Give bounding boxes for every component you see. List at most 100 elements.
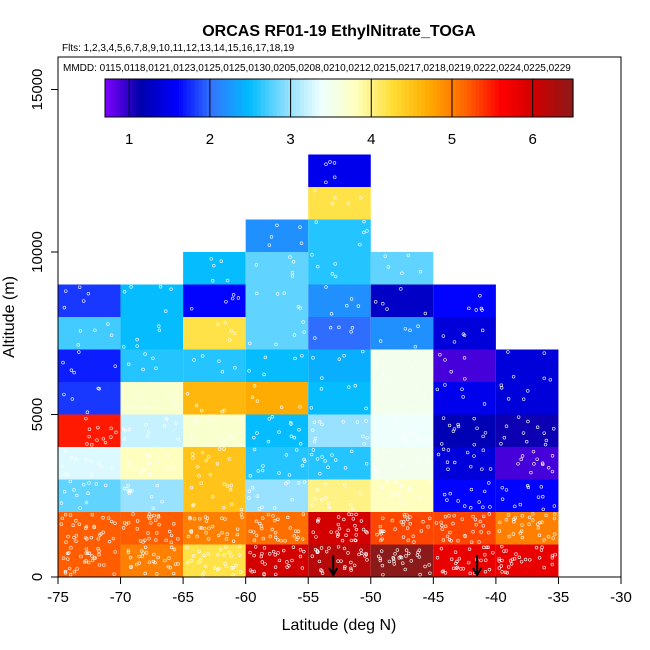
sample-point (351, 507, 355, 512)
sample-point (122, 486, 127, 491)
sample-point (320, 376, 324, 380)
sample-point (275, 292, 280, 296)
sample-point (316, 518, 320, 522)
sample-point (225, 532, 229, 536)
sample-point (328, 325, 333, 330)
sample-point (333, 175, 337, 179)
sample-point (320, 498, 324, 502)
sample-point (471, 514, 475, 519)
sample-point (79, 554, 83, 559)
sample-point (445, 534, 450, 538)
sample-point (154, 538, 158, 542)
sample-point (342, 546, 347, 551)
sample-point (276, 538, 280, 542)
sample-point (488, 505, 492, 509)
sample-point (376, 554, 381, 559)
sample-point (210, 279, 215, 283)
colorbar-segment (268, 79, 274, 117)
sample-point (539, 485, 544, 489)
sample-point (344, 533, 348, 538)
heatmap-cell (370, 447, 434, 480)
sample-point (101, 516, 105, 520)
sample-point (194, 403, 199, 408)
sample-point (110, 466, 114, 471)
sample-point (96, 537, 101, 541)
sample-point (436, 452, 441, 457)
sample-point (301, 320, 305, 324)
sample-point (223, 561, 227, 566)
sample-point (418, 371, 423, 376)
sample-point (208, 418, 212, 422)
sample-point (401, 561, 405, 565)
sample-point (467, 560, 471, 565)
sample-point (137, 554, 141, 559)
colorbar-tick-label: 4 (367, 131, 375, 148)
sample-point (527, 522, 531, 526)
sample-point (239, 507, 244, 512)
sample-point (84, 500, 89, 505)
sample-point (97, 387, 101, 391)
sample-point (109, 426, 113, 431)
sample-point (403, 429, 407, 433)
heatmap-cell (495, 447, 559, 480)
sample-point (360, 551, 364, 556)
sample-point (144, 422, 148, 427)
sample-point (499, 383, 503, 387)
sample-point (378, 556, 383, 561)
sample-point (351, 517, 356, 521)
sample-point (521, 431, 526, 435)
sample-point (84, 526, 88, 530)
x-tick-label: -75 (47, 589, 69, 606)
sample-point (286, 480, 290, 484)
colorbar-segment (284, 79, 289, 117)
sample-point (324, 162, 328, 166)
sample-point (315, 457, 320, 461)
sample-point (93, 556, 97, 560)
colorbar-segment (257, 79, 262, 117)
colorbar-segment (159, 79, 165, 117)
heatmap-cell (245, 447, 309, 480)
sample-point (112, 572, 116, 576)
sample-point (313, 188, 317, 193)
sample-point (303, 459, 307, 463)
colorbar-tick-label: 5 (448, 131, 456, 148)
sample-point (190, 307, 194, 311)
sample-point (337, 526, 342, 531)
sample-point (292, 534, 296, 538)
sample-point (445, 460, 450, 464)
sample-point (443, 515, 448, 519)
sample-point (127, 362, 131, 366)
sample-point (538, 520, 542, 525)
sample-point (409, 559, 413, 563)
sample-point (87, 427, 92, 431)
sample-point (92, 525, 96, 530)
sample-point (456, 539, 460, 543)
sample-point (86, 291, 91, 296)
sample-point (302, 480, 307, 484)
sample-point (256, 469, 261, 473)
sample-point (482, 489, 487, 494)
colorbar-segment (233, 79, 239, 117)
sample-point (126, 548, 131, 553)
sample-point (440, 527, 444, 531)
colorbar-segment (151, 79, 157, 117)
sample-point (78, 506, 82, 510)
sample-point (332, 161, 337, 165)
sample-point (82, 482, 86, 487)
sample-point (326, 501, 331, 506)
sample-point (301, 512, 305, 516)
sample-point (217, 433, 221, 437)
heatmap-cell (308, 219, 371, 252)
sample-point (421, 392, 425, 397)
sample-point (324, 180, 328, 185)
sample-point (438, 352, 442, 357)
sample-point (457, 556, 462, 561)
sample-point (481, 514, 486, 519)
sample-point (456, 499, 460, 503)
heatmap-cell (183, 544, 246, 577)
sample-point (311, 530, 315, 534)
sample-point (224, 545, 228, 549)
colorbar-segment (342, 79, 348, 117)
colorbar-segment (249, 79, 254, 117)
sample-point (103, 440, 108, 445)
